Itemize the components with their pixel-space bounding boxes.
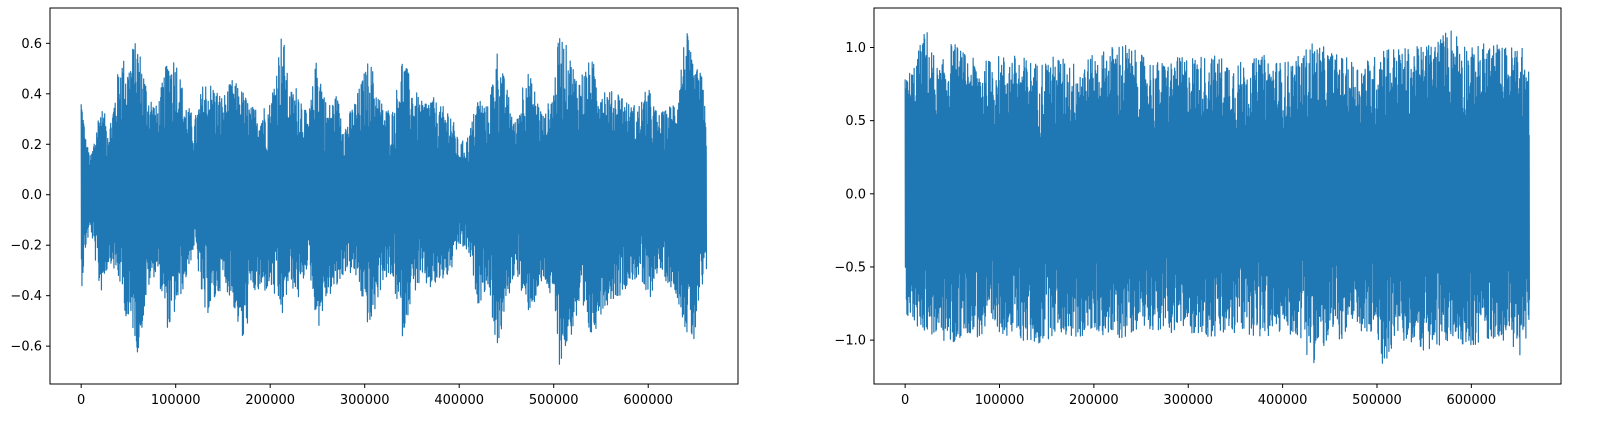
right-axes-frame: [873, 7, 1562, 385]
left-x-tick-label: 500000: [529, 393, 579, 408]
left-x-tick-label: 300000: [340, 393, 390, 408]
left-axes-ticks: 0 100000 200000 300000 400000 500000 600000 −0.…: [10, 37, 673, 408]
right-y-tick-label: 0.5: [845, 114, 866, 129]
left-y-tick-label: 0.6: [21, 37, 42, 52]
left-x-tick-label: 200000: [245, 393, 295, 408]
right-y-tick-label: −0.5: [834, 260, 866, 275]
left-series-line-0: [80, 33, 708, 365]
right-waveform-plot: 0 100000 200000 300000 400000 500000 600000 −1.…: [834, 7, 1562, 408]
left-y-tick-label: −0.6: [10, 340, 42, 355]
right-y-tick-label: 1.0: [845, 41, 866, 56]
left-x-tick-label: 400000: [434, 393, 484, 408]
right-waveform-series: [904, 30, 1530, 364]
left-y-tick-label: 0.0: [21, 188, 42, 203]
right-x-tick-label: 500000: [1352, 393, 1402, 408]
right-x-tick-label: 600000: [1447, 393, 1497, 408]
right-y-tick-label: 0.0: [845, 187, 866, 202]
left-axes-frame: [49, 7, 739, 385]
left-x-tick-label: 0: [77, 393, 85, 408]
right-x-tick-label: 100000: [975, 393, 1025, 408]
left-x-tick-label: 100000: [151, 393, 201, 408]
left-y-tick-label: 0.2: [21, 138, 42, 153]
left-waveform-series: [80, 33, 708, 365]
left-x-tick-label: 600000: [623, 393, 673, 408]
left-y-tick-label: 0.4: [21, 87, 42, 102]
left-y-tick-label: −0.4: [10, 289, 42, 304]
right-x-tick-label: 300000: [1163, 393, 1213, 408]
right-axes-ticks: 0 100000 200000 300000 400000 500000 600000 −1.…: [834, 41, 1496, 408]
right-x-tick-label: 400000: [1258, 393, 1308, 408]
left-waveform-plot: 0 100000 200000 300000 400000 500000 600000 −0.…: [10, 7, 739, 408]
left-y-tick-label: −0.2: [10, 239, 42, 254]
right-x-tick-label: 0: [901, 393, 909, 408]
right-y-tick-label: −1.0: [834, 334, 866, 349]
right-series-line-0: [904, 30, 1530, 364]
right-x-tick-label: 200000: [1069, 393, 1119, 408]
